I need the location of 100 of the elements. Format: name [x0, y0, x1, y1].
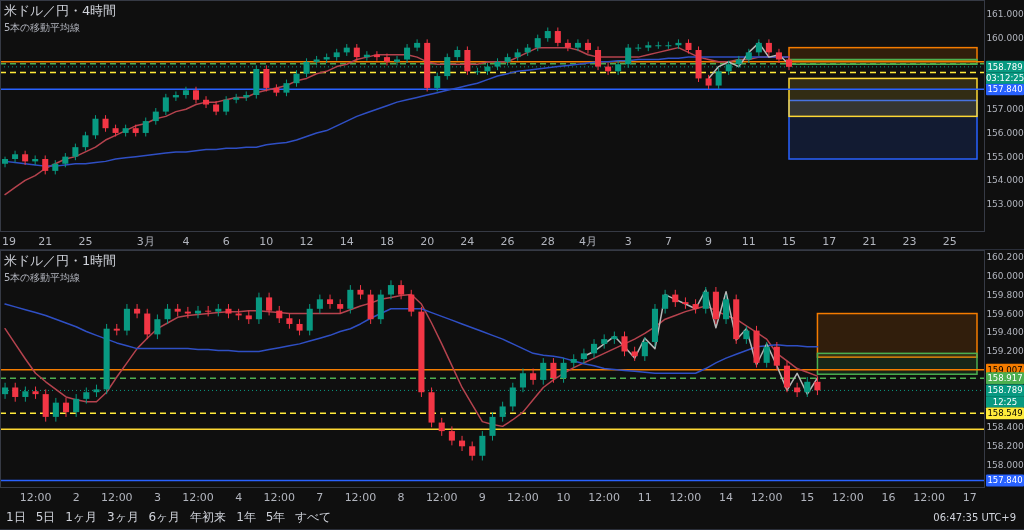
candlestick	[205, 305, 212, 317]
x-tick-label: 26	[500, 235, 515, 248]
text: 06:47:35 UTC+9	[933, 512, 1016, 523]
x-tick-label: 16	[881, 491, 896, 504]
candlestick	[303, 57, 310, 78]
candlestick	[715, 67, 722, 90]
candlestick	[73, 393, 80, 418]
candlestick	[22, 150, 29, 166]
x-tick-label: 15	[782, 235, 797, 248]
candlestick	[591, 338, 598, 359]
text: 1ヶ月	[65, 510, 97, 524]
x-tick-label: 17	[822, 235, 837, 248]
x-tick-label: 12:00	[669, 491, 702, 504]
candlestick	[347, 284, 354, 315]
y-tick-label: 159.200	[986, 346, 1024, 357]
y-tick-label: 156.000	[986, 127, 1024, 138]
candlestick	[326, 294, 334, 310]
x-tick-label: 3月	[136, 235, 155, 248]
candlestick	[775, 48, 782, 64]
candlestick	[142, 117, 149, 137]
candlestick	[387, 279, 394, 300]
candlestick	[154, 313, 161, 340]
candlestick	[12, 382, 19, 403]
candlestick	[621, 331, 628, 357]
candlestick	[404, 43, 411, 64]
chart-title: 米ドル／円・1時間	[4, 253, 117, 268]
candlestick	[434, 72, 441, 92]
x-tick-label: 12:00	[588, 491, 621, 504]
candlestick	[144, 308, 151, 340]
candlestick	[184, 306, 191, 319]
x-tick-label: 17	[962, 491, 977, 504]
candlestick	[182, 86, 189, 100]
text: 6ヶ月	[148, 510, 181, 524]
x-tick-label: 25	[78, 235, 93, 248]
candlestick	[574, 38, 581, 52]
x-tick-label: 9	[705, 235, 713, 248]
candlestick	[682, 296, 689, 310]
x-tick-label: 21	[862, 235, 877, 248]
ref-line-label: 158.917	[987, 373, 1023, 384]
text: 5本の移動平均線	[4, 22, 81, 33]
candlestick	[530, 368, 537, 386]
x-tick-label: 12	[299, 235, 314, 248]
candlestick	[662, 289, 669, 315]
text: 12:25	[992, 396, 1018, 407]
x-tick-label: 10	[556, 491, 571, 504]
text: 1日	[6, 510, 26, 524]
x-tick-label: 12:00	[750, 491, 783, 504]
ref-line-label: 159.007	[987, 364, 1023, 375]
candlestick	[702, 286, 709, 315]
candlestick	[213, 100, 220, 116]
candlestick	[564, 38, 571, 52]
chart-title: 米ドル／円・4時間	[4, 3, 117, 18]
candlestick	[814, 376, 821, 396]
x-tick-label: 11	[637, 491, 652, 504]
candlestick	[12, 150, 19, 164]
x-tick-label: 4	[182, 235, 190, 248]
candlestick	[773, 341, 780, 371]
candlestick	[723, 294, 730, 325]
x-tick-label: 4	[235, 491, 243, 504]
candlestick	[550, 357, 557, 384]
ref-line-label: 158.549	[987, 408, 1023, 419]
candlestick	[162, 93, 169, 116]
x-tick-label: 12:00	[507, 491, 539, 504]
candlestick	[134, 303, 141, 319]
candlestick	[765, 38, 772, 57]
x-tick-label: 12:00	[19, 491, 52, 504]
candlestick	[383, 53, 390, 66]
candlestick	[123, 303, 130, 336]
candlestick	[804, 376, 811, 398]
y-tick-label: 160.000	[986, 33, 1024, 44]
x-tick-label: 24	[460, 235, 475, 248]
y-tick-label: 159.600	[986, 308, 1024, 319]
x-tick-label: 18	[379, 235, 394, 248]
x-tick-label: 12:00	[182, 491, 214, 504]
x-tick-label: 12:00	[913, 491, 945, 504]
x-tick-label: 6	[222, 235, 230, 248]
candlestick	[266, 292, 273, 316]
x-tick-label: 12:00	[344, 491, 377, 504]
candlestick	[306, 303, 313, 336]
candlestick	[408, 289, 415, 317]
candlestick	[479, 430, 486, 461]
x-tick-label: 2	[72, 491, 80, 504]
y-tick-label: 154.000	[986, 175, 1024, 186]
candlestick	[255, 292, 262, 325]
candlestick	[398, 279, 405, 300]
text: 年初来	[190, 510, 227, 524]
candlestick	[560, 357, 567, 384]
text: 5日	[35, 510, 56, 524]
candlestick	[615, 60, 622, 76]
candlestick	[794, 382, 801, 398]
x-tick-label: 12:00	[263, 491, 296, 504]
candlestick	[203, 95, 210, 109]
ref-line-label: 157.840	[987, 475, 1023, 486]
y-tick-label: 160.000	[986, 270, 1024, 281]
x-tick-label: 8	[397, 491, 405, 504]
candlestick	[763, 341, 770, 369]
candlestick	[438, 417, 445, 437]
text: 5本の移動平均線	[4, 272, 81, 283]
candlestick	[464, 45, 471, 76]
x-tick-label: 14	[339, 235, 354, 248]
